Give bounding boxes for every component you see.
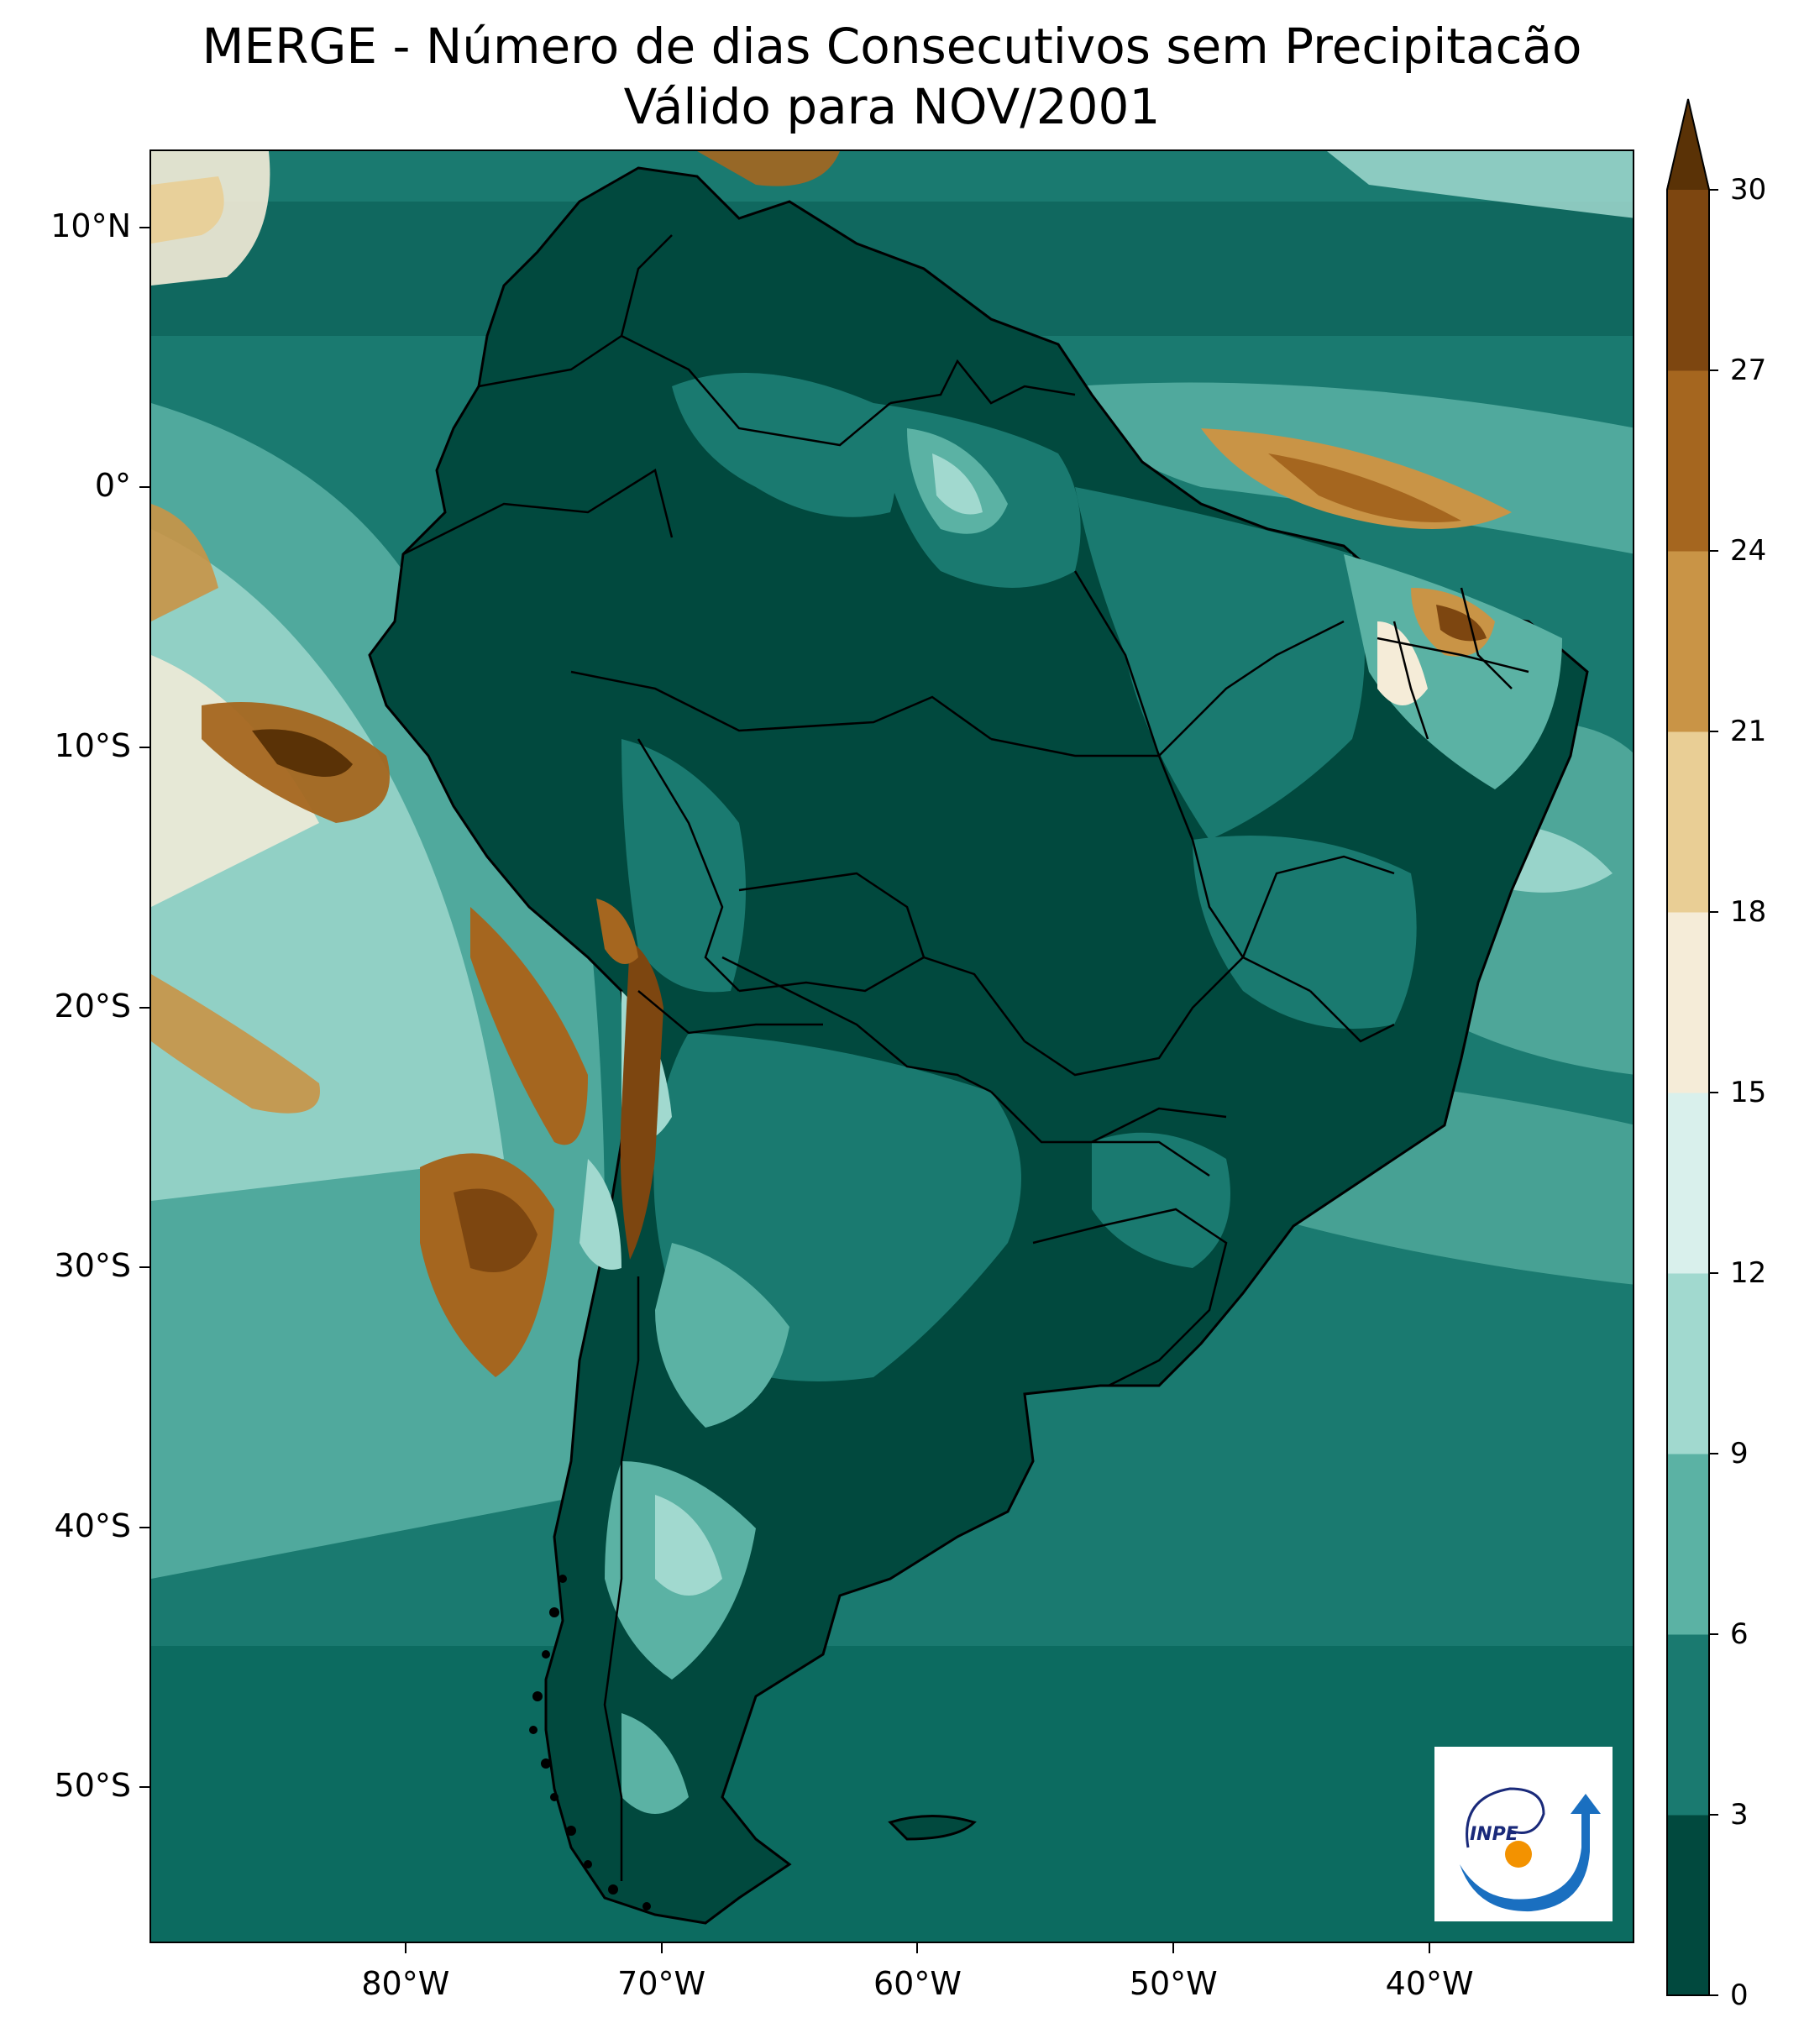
colorbar-tick	[1708, 911, 1718, 913]
colorbar-tick-label: 6	[1730, 1617, 1749, 1651]
colorbar-tick-label: 24	[1730, 534, 1767, 568]
colorbar-tick	[1708, 1814, 1718, 1816]
colorbar-tick	[1708, 550, 1718, 552]
lon-tick	[404, 1943, 406, 1953]
lon-tick-label: 50°W	[1129, 1965, 1218, 2002]
colorbar-segment	[1666, 1454, 1710, 1635]
lon-tick	[916, 1943, 919, 1953]
lat-tick	[139, 1006, 149, 1009]
colorbar-segment	[1666, 551, 1710, 732]
lon-tick-label: 70°W	[617, 1965, 706, 2002]
lat-tick-label: 20°S	[54, 987, 131, 1025]
map-subtitle: Válido para NOV/2001	[623, 78, 1161, 135]
colorbar-tick-label: 15	[1730, 1076, 1767, 1109]
lat-tick	[139, 747, 149, 748]
colorbar-tick-label: 30	[1730, 173, 1767, 207]
lon-tick-label: 40°W	[1385, 1965, 1474, 2002]
colorbar-tick-label: 18	[1730, 895, 1767, 929]
colorbar-segment	[1666, 1093, 1710, 1274]
lat-tick-label: 0°	[94, 467, 131, 505]
lon-tick	[660, 1943, 663, 1953]
colorbar-tick-label: 3	[1730, 1798, 1749, 1832]
colorbar-tick	[1708, 1994, 1718, 1996]
colorbar-segment	[1666, 190, 1710, 371]
colorbar-segment	[1666, 370, 1710, 552]
lat-tick	[139, 226, 149, 228]
lat-tick	[139, 1526, 149, 1528]
lon-tick-label: 60°W	[873, 1965, 962, 2002]
colorbar-tick	[1708, 1272, 1718, 1274]
colorbar-segment	[1666, 1634, 1710, 1816]
colorbar-outline	[1666, 98, 1710, 1996]
lat-tick	[139, 486, 149, 489]
colorbar-tick-label: 21	[1730, 715, 1767, 748]
lon-tick	[1429, 1943, 1431, 1953]
colorbar-tick	[1708, 189, 1718, 191]
map-title: MERGE - Número de dias Consecutivos sem …	[202, 18, 1582, 75]
colorbar-extend-arrow	[1666, 99, 1710, 190]
lon-tick	[1172, 1943, 1175, 1953]
lat-tick-label: 10°N	[50, 207, 131, 244]
colorbar-tick	[1708, 1092, 1718, 1093]
colorbar-tick	[1708, 1633, 1718, 1635]
colorbar-tick-label: 27	[1730, 354, 1767, 387]
colorbar-segment	[1666, 731, 1710, 913]
logo-text: INPE	[1470, 1824, 1518, 1845]
colorbar-tick-label: 9	[1730, 1437, 1749, 1470]
colorbar-tick	[1708, 731, 1718, 732]
map-canvas	[151, 151, 1633, 1942]
lat-tick-label: 40°S	[54, 1507, 131, 1544]
colorbar-tick	[1708, 1453, 1718, 1454]
colorbar-tick	[1708, 369, 1718, 371]
lat-tick-label: 50°S	[54, 1767, 131, 1805]
lon-tick-label: 80°W	[361, 1965, 450, 2002]
lat-tick-label: 10°S	[54, 727, 131, 764]
lat-tick-label: 30°S	[54, 1247, 131, 1285]
colorbar-segment	[1666, 912, 1710, 1093]
colorbar-segment	[1666, 1273, 1710, 1454]
inpe-logo: INPE	[1434, 1747, 1613, 1921]
colorbar	[1666, 98, 1710, 1996]
precipitation-map	[149, 149, 1634, 1943]
colorbar-tick-label: 0	[1730, 1978, 1749, 2012]
lat-tick	[139, 1266, 149, 1269]
lat-tick	[139, 1786, 149, 1789]
colorbar-tick-label: 12	[1730, 1256, 1767, 1290]
colorbar-segment	[1666, 1815, 1710, 1996]
